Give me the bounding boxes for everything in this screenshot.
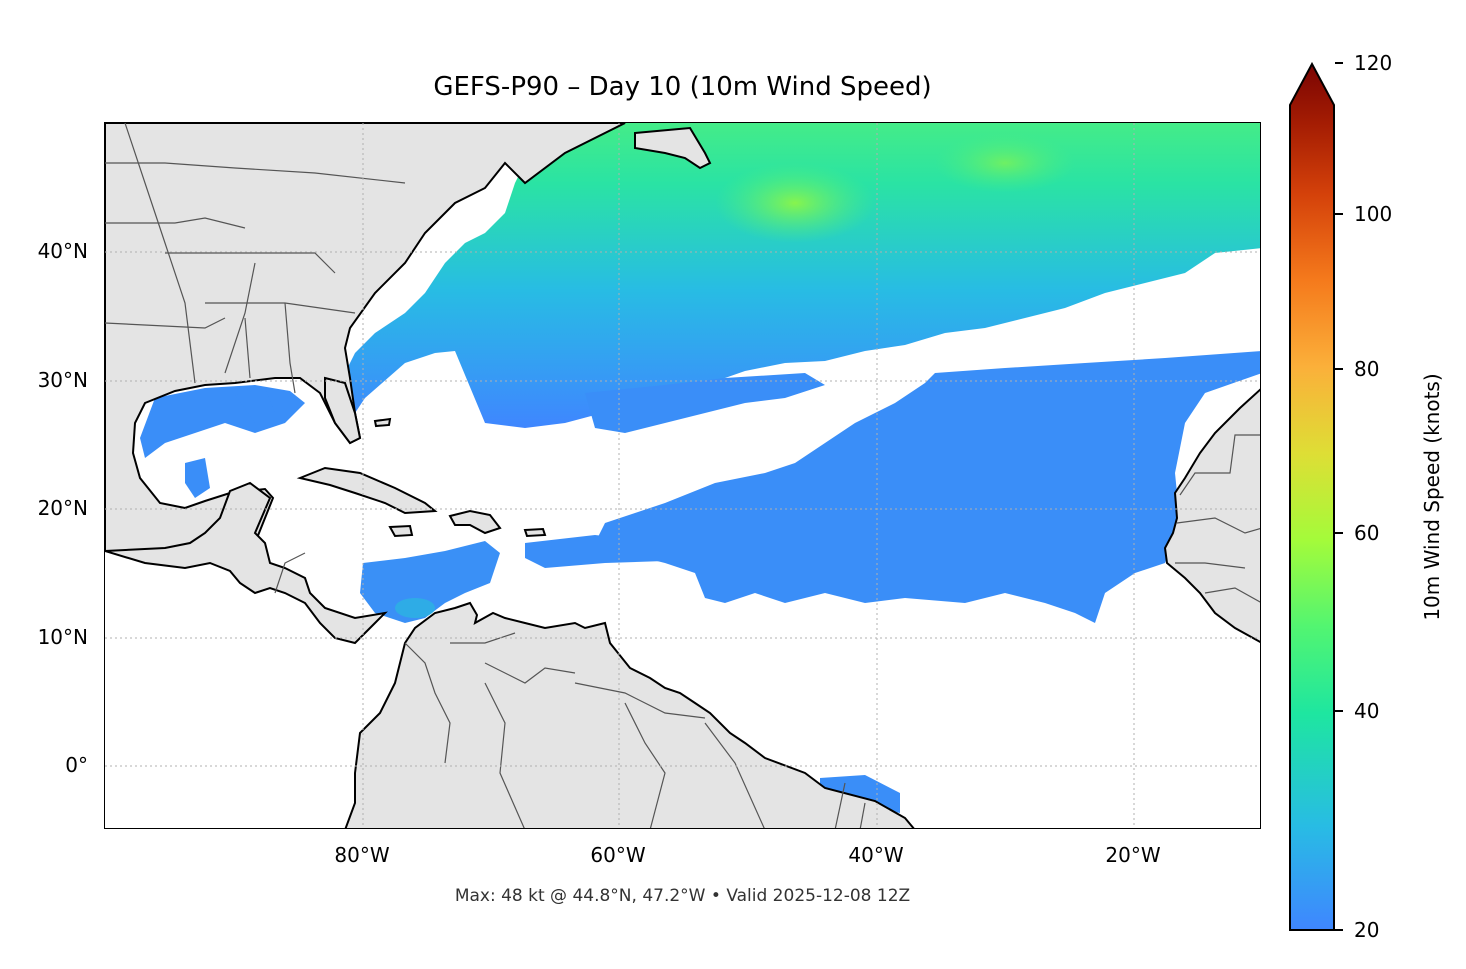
chart-title: GEFS-P90 – Day 10 (10m Wind Speed): [433, 72, 932, 102]
cbar-label-100: 100: [1354, 202, 1393, 226]
south-america-land: [344, 601, 915, 828]
cbar-tick-mark: [1335, 213, 1343, 215]
colorbar-extend-arrow: [1289, 62, 1335, 931]
lat-tick-40n: 40°N: [37, 239, 88, 263]
colorbar-title: 10m Wind Speed (knots): [1420, 373, 1444, 621]
puerto-rico-land: [523, 527, 547, 538]
wind-field-gulf-of-mexico: [140, 385, 305, 498]
central-america-land: [105, 481, 388, 645]
cbar-label-20: 20: [1354, 918, 1380, 942]
florida-land: [324, 376, 362, 445]
political-borders: [105, 123, 1260, 828]
lon-tick-60w: 60°W: [590, 843, 646, 867]
cbar-tick-mark: [1335, 929, 1343, 931]
wind-field-caribbean: [360, 535, 665, 623]
cbar-label-80: 80: [1354, 357, 1380, 381]
cbar-label-120: 120: [1354, 51, 1393, 75]
lon-tick-40w: 40°W: [848, 843, 904, 867]
land-masses: [105, 123, 1260, 828]
lon-tick-80w: 80°W: [334, 843, 390, 867]
lat-tick-0: 0°: [65, 753, 88, 777]
map-panel: [104, 122, 1261, 829]
cbar-tick-mark: [1335, 62, 1343, 64]
colorbar: [1289, 62, 1335, 931]
lat-tick-20n: 20°N: [37, 496, 88, 520]
wind-field-tropical-atlantic: [585, 351, 1260, 623]
wind-field-north-atlantic: [343, 123, 1260, 428]
newfoundland-land: [634, 126, 712, 170]
cbar-tick-mark: [1335, 368, 1343, 370]
cbar-label-40: 40: [1354, 699, 1380, 723]
hispaniola-land: [448, 509, 502, 535]
cbar-tick-mark: [1335, 710, 1343, 712]
north-america-land: [105, 123, 626, 565]
lat-tick-10n: 10°N: [37, 625, 88, 649]
jamaica-land: [388, 524, 414, 538]
max-value-footer: Max: 48 kt @ 44.8°N, 47.2°W • Valid 2025…: [454, 886, 911, 906]
bahamas-land: [373, 417, 392, 428]
cbar-tick-mark: [1335, 532, 1343, 534]
cbar-label-60: 60: [1354, 521, 1380, 545]
cuba-land: [296, 466, 438, 515]
west-africa-land: [1163, 388, 1260, 644]
wind-speed-map: [105, 123, 1260, 828]
lat-tick-30n: 30°N: [37, 368, 88, 392]
lon-tick-20w: 20°W: [1105, 843, 1161, 867]
